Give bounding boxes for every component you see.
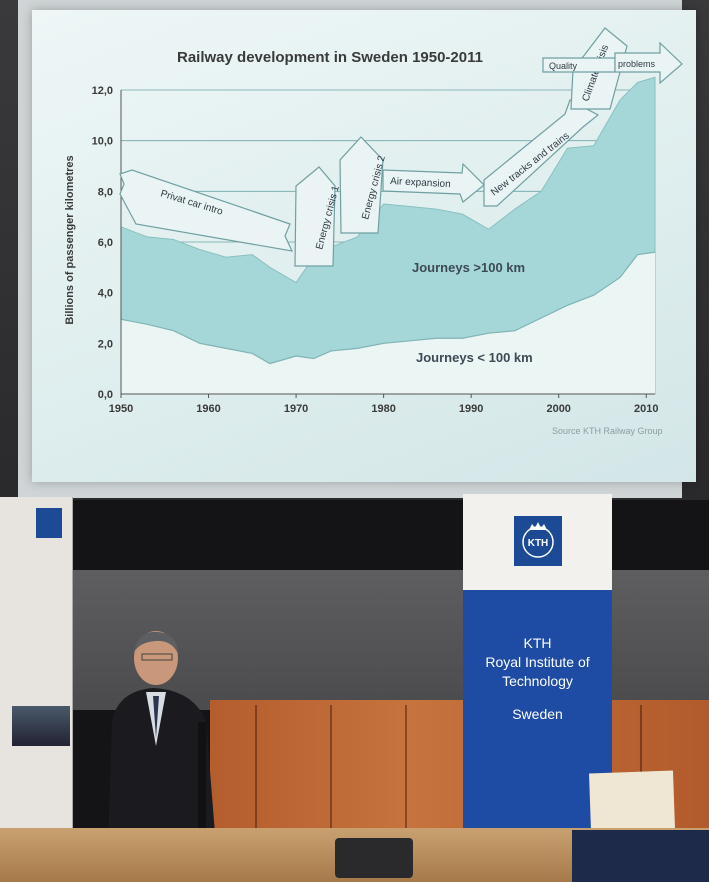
y-tick-label: 6,0: [98, 237, 113, 249]
line-journeys-short: [120, 251, 656, 365]
speaker: [108, 631, 216, 846]
banner-header: KTH: [463, 494, 612, 590]
kth-logo: KTH: [514, 516, 562, 566]
banner-line-institute: Royal Institute of: [485, 654, 590, 670]
annotation-arrow: [119, 169, 294, 252]
y-axis-label: Billions of passenger kilometres: [64, 155, 76, 324]
table-cloth: [572, 830, 709, 882]
panel-seam: [640, 705, 642, 835]
x-tick-label: 1980: [371, 403, 395, 415]
kth-logo-text: KTH: [528, 538, 549, 549]
chart-title: Railway development in Sweden 1950-2011: [177, 49, 483, 66]
source-note: Source KTH Railway Group: [552, 426, 663, 436]
annotation-arrow: [339, 136, 384, 234]
x-tick-label: 1960: [196, 403, 220, 415]
y-tick-label: 0,0: [98, 389, 113, 401]
y-tick-label: 4,0: [98, 288, 113, 300]
area-journeys-long: [120, 76, 656, 395]
paper-sheet: [589, 770, 675, 832]
area-journeys-short: [121, 252, 655, 394]
railway-chart: 0,0 2,0 4,0 6,0 8,0 10,0 12,0 1950 1960 1970 1980 1…: [64, 27, 683, 436]
side-banner: [0, 497, 73, 857]
banner-line-technology: Technology: [502, 673, 573, 689]
x-tick-label: 1950: [109, 403, 133, 415]
annotation-arrow: [382, 162, 485, 203]
desk-phone: [335, 838, 413, 878]
annotation-arrow: [294, 166, 336, 267]
y-tick-label: 10,0: [92, 136, 113, 148]
banner-line-kth: KTH: [523, 635, 552, 651]
y-tick-label: 2,0: [98, 338, 113, 350]
panel-seam: [405, 705, 407, 835]
x-tick-label: 2010: [634, 403, 658, 415]
series-label-short: Journeys < 100 km: [416, 350, 533, 365]
y-tick-label: 8,0: [98, 186, 113, 198]
chart-areas: [120, 76, 656, 395]
panel-seam: [255, 705, 257, 835]
x-tick-label: 1990: [459, 403, 483, 415]
x-tick-label: 1970: [284, 403, 308, 415]
y-tick-label: 12,0: [92, 85, 113, 97]
x-tick-label: 2000: [546, 403, 570, 415]
series-label-long: Journeys >100 km: [412, 260, 525, 275]
annotation-label: problems: [618, 59, 656, 69]
annotation-label: Quality: [549, 61, 578, 71]
chart-axes: 0,0 2,0 4,0 6,0 8,0 10,0 12,0 1950 1960 1970 1980 1…: [92, 85, 659, 415]
banner-line-sweden: Sweden: [512, 706, 563, 722]
annotation-arrows: Privat car intro Energy crisis 1 Energy cr…: [119, 27, 683, 267]
kth-rollup-banner: KTH KTH Royal Institute of Technology Sw…: [463, 494, 612, 870]
crown-icon: KTH: [522, 522, 554, 558]
projected-slide: 0,0 2,0 4,0 6,0 8,0 10,0 12,0 1950 1960 1970 1980 1…: [32, 10, 696, 482]
panel-seam: [330, 705, 332, 835]
banner-text: KTH Royal Institute of Technology Sweden: [463, 634, 612, 724]
annotation-label: Air expansion: [390, 176, 451, 190]
annotation-arrow: [614, 41, 683, 85]
side-banner-photo: [12, 706, 70, 746]
side-banner-logo: [36, 508, 62, 538]
